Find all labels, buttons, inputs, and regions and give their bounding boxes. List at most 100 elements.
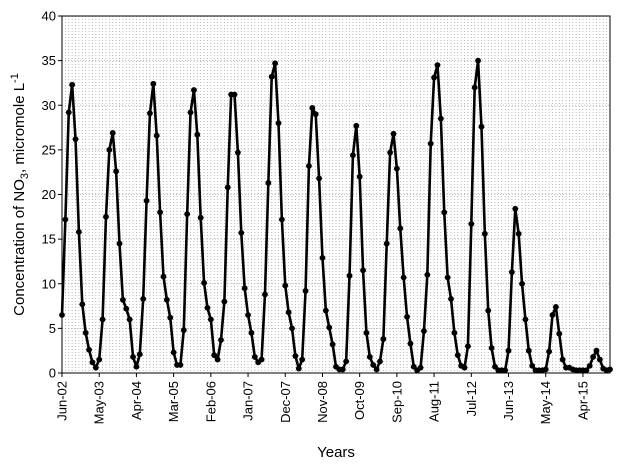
data-point xyxy=(360,267,366,274)
data-point xyxy=(397,225,404,232)
data-point xyxy=(380,336,387,342)
data-point xyxy=(167,314,174,321)
data-point xyxy=(475,57,481,64)
data-point xyxy=(515,230,522,237)
data-point xyxy=(119,296,126,303)
y-axis-title-rest: , micromole L xyxy=(11,83,28,173)
data-point xyxy=(431,74,437,81)
data-point xyxy=(221,298,228,305)
data-point xyxy=(343,358,350,365)
data-point xyxy=(421,328,427,334)
data-point xyxy=(461,364,468,371)
data-point xyxy=(86,346,92,353)
data-point xyxy=(549,312,556,318)
data-point xyxy=(522,316,529,323)
data-point xyxy=(82,329,89,336)
data-point xyxy=(170,349,177,356)
data-point xyxy=(157,209,164,216)
data-point xyxy=(177,362,184,368)
data-point xyxy=(417,364,424,371)
data-point xyxy=(197,214,204,221)
data-point xyxy=(245,312,251,318)
data-point xyxy=(383,240,390,247)
data-point xyxy=(451,329,458,336)
x-tick-label: Feb-06 xyxy=(203,381,218,422)
data-point xyxy=(258,356,265,363)
data-point xyxy=(502,367,509,374)
x-tick-label: Jun-13 xyxy=(501,381,516,421)
data-point xyxy=(106,146,113,153)
data-point xyxy=(427,140,434,147)
data-point xyxy=(160,273,167,280)
data-point xyxy=(126,316,133,323)
data-point xyxy=(593,347,600,354)
data-point xyxy=(295,365,302,372)
data-point xyxy=(509,269,515,276)
x-tick-label: Jan-07 xyxy=(241,381,256,421)
data-point xyxy=(505,347,512,354)
data-point xyxy=(292,353,299,359)
data-point xyxy=(542,366,549,373)
data-point xyxy=(150,80,157,87)
data-point xyxy=(69,81,76,88)
data-point xyxy=(363,329,370,336)
x-tick-label: Jul-12 xyxy=(464,381,479,416)
data-point xyxy=(299,356,306,363)
data-point xyxy=(272,60,279,67)
data-point xyxy=(546,348,553,355)
data-point xyxy=(204,304,211,311)
data-point xyxy=(559,356,566,363)
data-point xyxy=(478,123,485,130)
data-point xyxy=(512,205,519,212)
y-tick-label: 15 xyxy=(42,232,56,247)
data-point xyxy=(302,287,309,294)
y-tick-label: 10 xyxy=(42,276,56,291)
data-point xyxy=(282,282,289,289)
data-point xyxy=(265,180,272,186)
data-point xyxy=(586,362,593,369)
data-point xyxy=(434,62,441,68)
data-point xyxy=(103,213,109,220)
data-point xyxy=(481,230,488,237)
data-point xyxy=(366,354,373,360)
y-tick-label: 5 xyxy=(49,321,56,336)
data-point xyxy=(339,366,346,373)
data-point xyxy=(583,367,590,374)
data-point xyxy=(400,274,407,281)
data-point xyxy=(319,254,326,261)
data-point xyxy=(99,316,106,323)
data-point xyxy=(79,301,86,308)
data-point xyxy=(143,197,150,204)
data-point xyxy=(275,120,282,126)
x-tick-label: Mar-05 xyxy=(166,381,181,422)
series-layer xyxy=(59,57,613,374)
data-point xyxy=(184,211,191,218)
data-point xyxy=(278,216,285,223)
y-tick-label: 20 xyxy=(42,187,56,202)
y-tick-label: 30 xyxy=(42,98,56,113)
data-point xyxy=(72,136,79,143)
data-point xyxy=(113,168,120,175)
data-point xyxy=(136,351,143,358)
y-axis-ticks: 0 5 10 15 20 25 30 35 40 xyxy=(42,9,62,381)
data-point xyxy=(519,280,525,287)
y-axis-title: Concentration of NO3, micromole L-1 xyxy=(9,73,31,316)
data-point xyxy=(140,296,147,302)
data-point xyxy=(404,313,410,320)
data-point xyxy=(465,343,471,350)
data-point xyxy=(387,149,394,156)
x-tick-label: May-03 xyxy=(92,381,107,424)
data-point xyxy=(322,307,329,314)
data-point xyxy=(316,175,322,182)
x-tick-label: Nov-08 xyxy=(315,381,330,423)
data-point xyxy=(248,329,255,336)
data-point xyxy=(556,330,563,337)
data-point xyxy=(312,111,319,118)
data-point xyxy=(377,358,383,365)
data-point xyxy=(448,296,454,302)
data-point xyxy=(471,84,478,91)
data-point xyxy=(407,340,414,347)
data-point xyxy=(437,115,444,122)
data-point xyxy=(346,272,353,279)
